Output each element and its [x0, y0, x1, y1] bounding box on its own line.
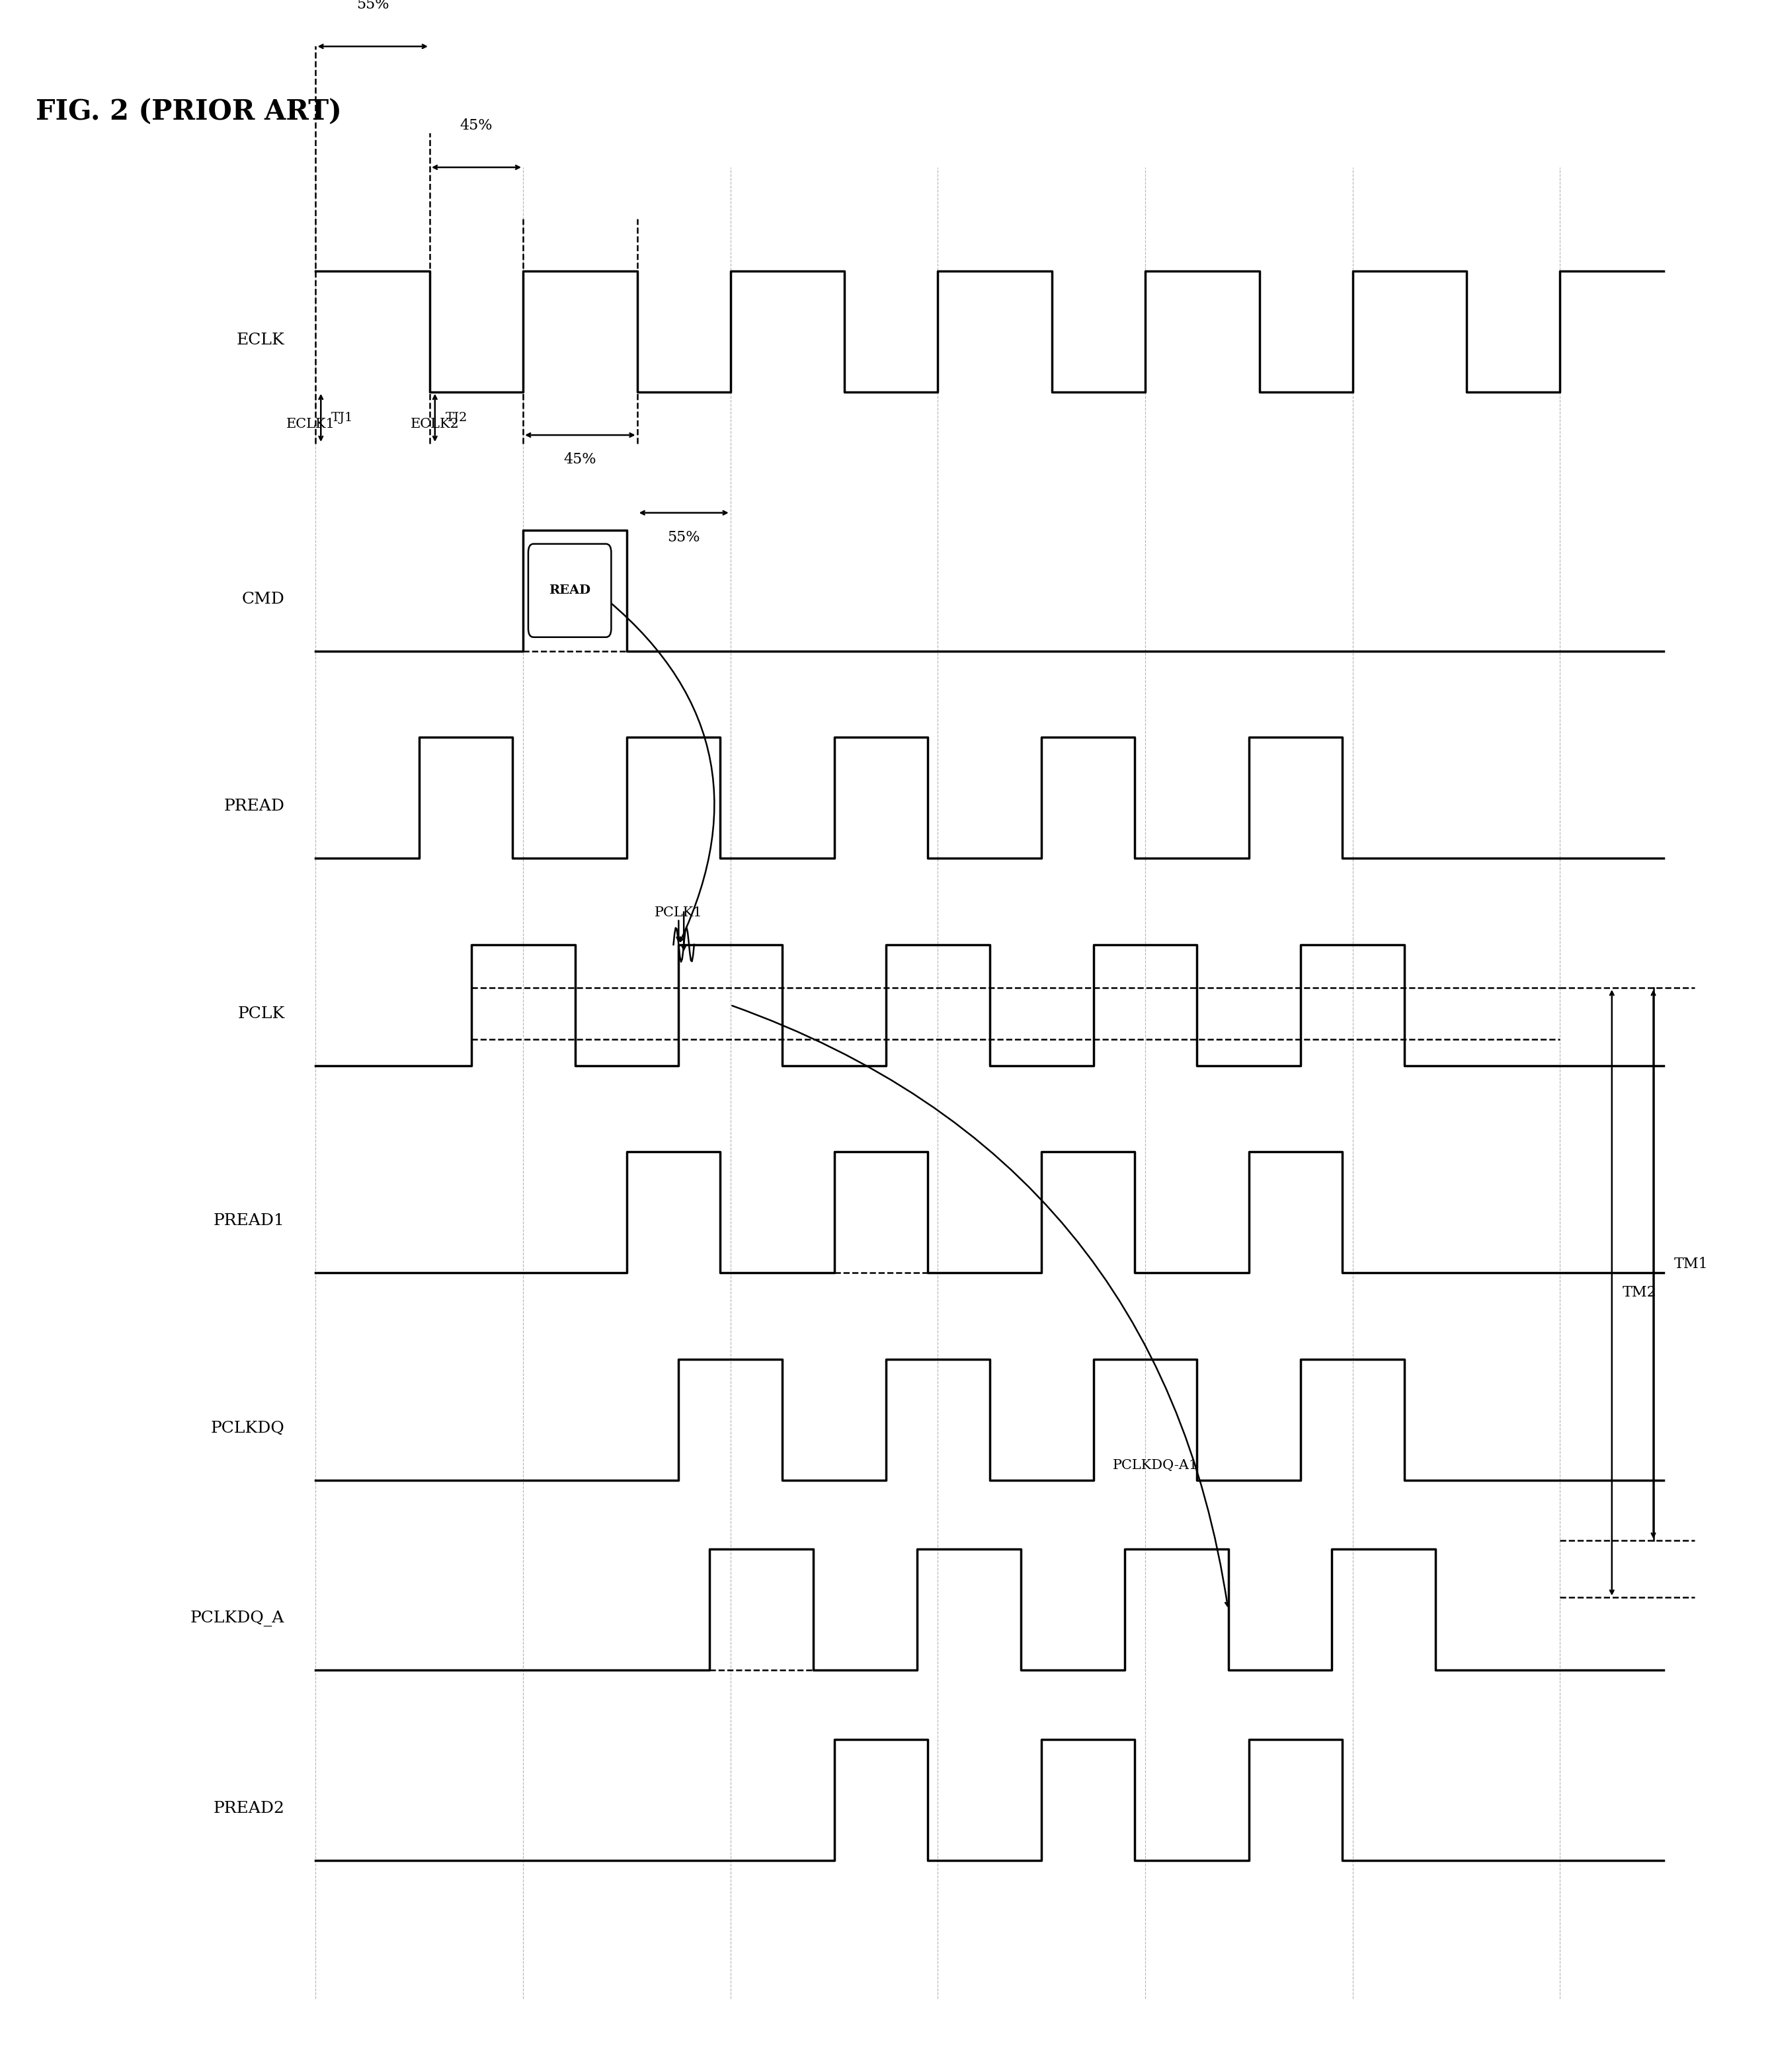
Text: READ: READ [549, 584, 590, 597]
Text: PCLKDQ-A1: PCLKDQ-A1 [1113, 1459, 1198, 1471]
Text: PREAD2: PREAD2 [213, 1801, 285, 1815]
Text: 55%: 55% [356, 0, 390, 12]
Text: TJ2: TJ2 [445, 412, 468, 425]
Text: TM1: TM1 [1675, 1258, 1708, 1272]
Text: ECLK1: ECLK1 [285, 419, 335, 431]
Text: PCLK: PCLK [237, 1007, 285, 1021]
FancyBboxPatch shape [528, 543, 611, 638]
Text: 55%: 55% [668, 530, 700, 545]
Text: CMD: CMD [241, 593, 285, 607]
Text: 45%: 45% [563, 452, 597, 466]
Text: 45%: 45% [461, 118, 493, 133]
Text: TJ1: TJ1 [331, 412, 353, 425]
Text: PCLKDQ_A: PCLKDQ_A [190, 1610, 285, 1627]
Text: TM2: TM2 [1621, 1285, 1657, 1299]
Text: ECLK2: ECLK2 [411, 419, 459, 431]
Text: PCLK1: PCLK1 [654, 905, 703, 918]
Text: ECLK: ECLK [236, 332, 285, 348]
Text: PREAD1: PREAD1 [213, 1214, 285, 1229]
Text: PREAD: PREAD [223, 800, 285, 814]
Text: PCLKDQ: PCLKDQ [211, 1421, 285, 1436]
Text: FIG. 2 (PRIOR ART): FIG. 2 (PRIOR ART) [35, 97, 342, 126]
